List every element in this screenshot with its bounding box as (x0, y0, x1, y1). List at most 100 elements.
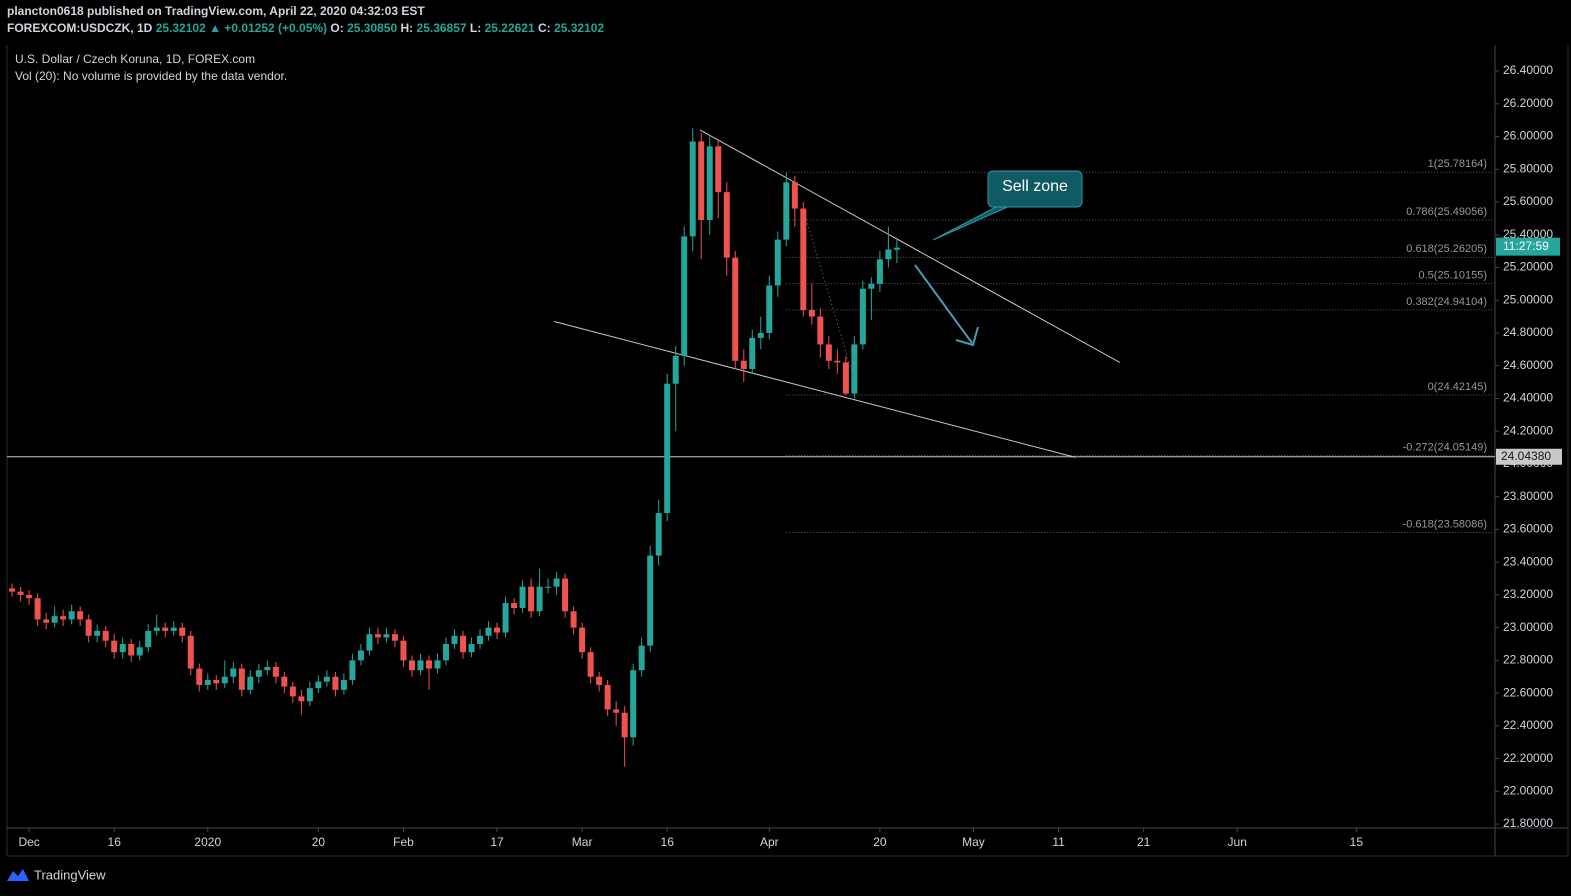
candle-body (366, 634, 373, 651)
y-tick-label: 25.60000 (1503, 194, 1553, 208)
candle-body (808, 310, 815, 317)
x-tick-label: May (962, 835, 985, 849)
candle-body (638, 645, 645, 671)
x-tick-label: Apr (760, 835, 779, 849)
candle-body (298, 696, 305, 702)
hline-label: 24.04380 (1501, 449, 1551, 463)
candle-body (647, 555, 654, 646)
candle-body (715, 146, 722, 193)
x-tick-label: 17 (490, 835, 504, 849)
candle-body (553, 578, 560, 587)
candle-body (893, 247, 900, 250)
candle-body (885, 249, 892, 260)
candle-body (800, 208, 807, 311)
callout-box (987, 170, 1083, 208)
ohlc-value: 25.32102 (554, 21, 604, 35)
candle-body (502, 603, 509, 633)
candle-body (604, 684, 611, 710)
candle-body (255, 670, 262, 677)
arrow-shaft (914, 264, 973, 344)
candle-body (868, 283, 875, 289)
candle-body (145, 630, 152, 648)
candle-body (562, 578, 569, 612)
fib-label: 0(24.42145) (1428, 381, 1487, 393)
fib-label: 0.618(25.26205) (1406, 243, 1487, 255)
x-tick-label: 20 (312, 835, 326, 849)
y-tick-label: 25.00000 (1503, 292, 1553, 306)
x-tick-label: 20 (873, 835, 887, 849)
y-tick-label: 26.20000 (1503, 96, 1553, 110)
y-tick-label: 26.00000 (1503, 129, 1553, 143)
candle-body (111, 640, 118, 653)
candle-body (672, 355, 679, 384)
ohlc-key: O: (330, 21, 343, 35)
candle-body (196, 668, 203, 685)
price: 25.32102 (156, 21, 206, 35)
candle-body (783, 182, 790, 240)
candle-body (494, 627, 501, 633)
candle-body (579, 627, 586, 653)
candle-body (247, 676, 254, 690)
candle-body (162, 627, 169, 631)
brand: TradingView (34, 867, 106, 882)
change: ▲ +0.01252 (+0.05%) (209, 21, 327, 35)
arrow-head (955, 326, 979, 347)
candle-body (230, 668, 237, 677)
candle-body (425, 660, 432, 669)
legend-volume: Vol (20): No volume is provided by the d… (15, 69, 287, 83)
candle-body (332, 676, 339, 690)
candle-body (851, 344, 858, 394)
y-tick-label: 22.60000 (1503, 685, 1553, 699)
candle-body (323, 676, 330, 682)
candle-body (740, 360, 747, 369)
candle-body (834, 360, 841, 363)
candle-body (43, 619, 50, 623)
candle-body (817, 316, 824, 345)
y-tick-label: 25.20000 (1503, 260, 1553, 274)
callout-text: Sell zone (1002, 178, 1068, 195)
symbol-line: FOREXCOM:USDCZK, 1D 25.32102 ▲ +0.01252 … (7, 21, 604, 35)
candle-body (357, 650, 364, 661)
candle-body (9, 588, 16, 592)
candle-body (791, 182, 798, 209)
y-tick-label: 23.80000 (1503, 489, 1553, 503)
fib-label: 0.382(24.94104) (1406, 296, 1487, 308)
candle-body (698, 141, 705, 221)
fib-label: 0.786(25.49056) (1406, 206, 1487, 218)
candle-body (179, 627, 186, 636)
candle-body (613, 709, 620, 713)
y-tick-label: 26.40000 (1503, 63, 1553, 77)
candle-body (94, 630, 101, 636)
candle-body (77, 611, 84, 620)
ohlc-key: L: (470, 21, 481, 35)
trend-line (553, 321, 1076, 458)
candle-body (825, 344, 832, 361)
candle-body (119, 643, 126, 653)
candle-body (170, 627, 177, 631)
candle-body (136, 647, 143, 656)
candle-body (213, 680, 220, 684)
candle-body (681, 236, 688, 356)
y-tick-label: 23.20000 (1503, 587, 1553, 601)
candle-body (102, 630, 109, 641)
candle-body (587, 652, 594, 677)
candle-body (757, 332, 764, 338)
symbol-info: FOREXCOM:USDCZK, 1D 25.32102 ▲ +0.01252 … (7, 21, 604, 35)
x-tick-label: Dec (18, 835, 39, 849)
logo (7, 869, 29, 881)
candle-body (281, 676, 288, 687)
y-tick-label: 21.80000 (1503, 816, 1553, 830)
candle-body (85, 619, 92, 636)
y-tick-label: 25.80000 (1503, 161, 1553, 175)
y-tick-label: 22.80000 (1503, 653, 1553, 667)
candle-body (374, 634, 381, 638)
x-tick-label: 2020 (194, 835, 221, 849)
candle-body (451, 635, 458, 644)
candle-body (60, 616, 67, 620)
candle-body (528, 586, 535, 612)
candle-body (264, 666, 271, 671)
symbol: FOREXCOM:USDCZK, 1D (7, 21, 153, 35)
publisher: plancton0618 published on TradingView.co… (7, 4, 425, 18)
candle-body (26, 594, 33, 599)
